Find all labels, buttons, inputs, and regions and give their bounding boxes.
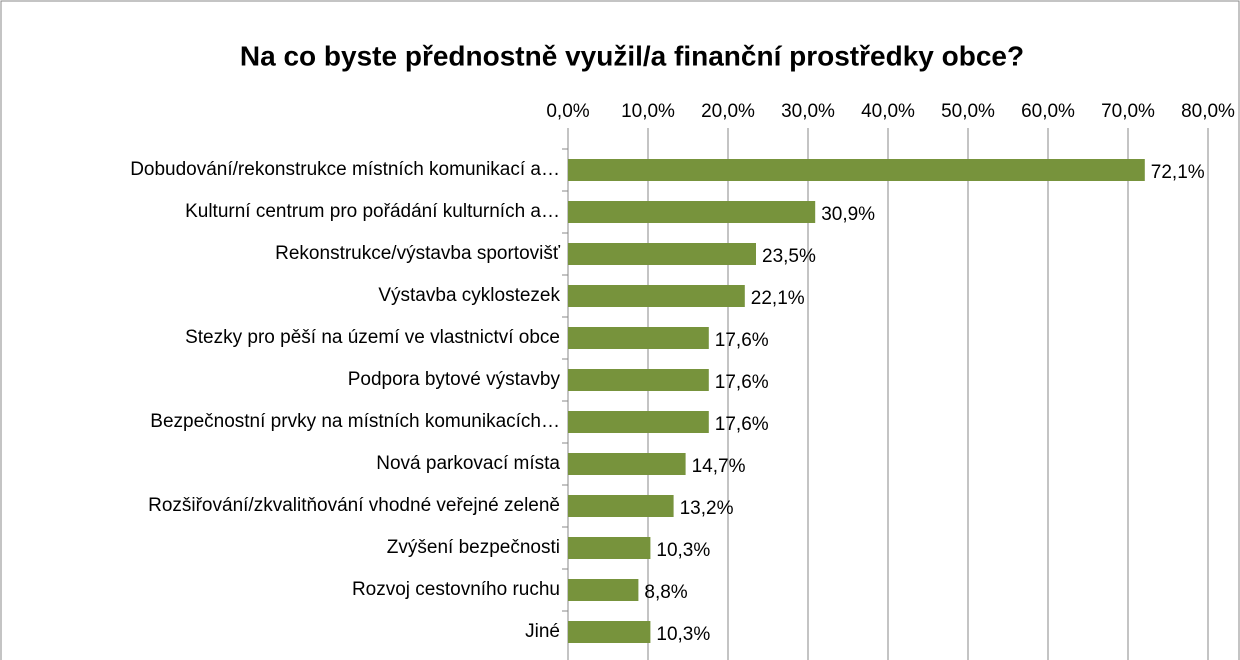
value-label: 17,6% <box>715 414 769 435</box>
y-tick-label: Rozšiřování/zkvalitňování vhodné veřejné… <box>148 495 560 516</box>
y-tick-label: Zvýšení bezpečnosti <box>387 537 560 558</box>
x-tick-label: 80,0% <box>1181 101 1235 122</box>
value-label: 17,6% <box>715 372 769 393</box>
bar <box>568 369 709 391</box>
y-tick-label: Bezpečnostní prvky na místních komunikac… <box>150 411 560 432</box>
value-label: 22,1% <box>751 288 805 309</box>
value-label: 23,5% <box>762 246 816 267</box>
y-tick-label: Dobudování/rekonstrukce místních komunik… <box>130 159 560 180</box>
bar <box>568 285 745 307</box>
y-tick-label: Rekonstrukce/výstavba sportovišť <box>275 243 561 264</box>
bar <box>568 201 816 223</box>
y-tick-label: Podpora bytové výstavby <box>348 369 561 390</box>
bar <box>568 537 651 559</box>
value-label: 30,9% <box>821 204 875 225</box>
bar <box>568 159 1145 181</box>
y-tick-label: Stezky pro pěší na území ve vlastnictví … <box>185 327 560 348</box>
bar <box>568 327 709 349</box>
x-tick-label: 30,0% <box>781 101 835 122</box>
y-tick-label: Kulturní centrum pro pořádání kulturních… <box>185 201 560 222</box>
value-label: 10,3% <box>656 624 710 645</box>
value-label: 17,6% <box>715 330 769 351</box>
bar <box>568 411 709 433</box>
chart-title: Na co byste přednostně využil/a finanční… <box>240 40 1024 71</box>
x-tick-label: 40,0% <box>861 101 915 122</box>
x-tick-label: 20,0% <box>701 101 755 122</box>
value-label: 10,3% <box>656 540 710 561</box>
bar <box>568 579 639 601</box>
value-label: 8,8% <box>644 582 687 603</box>
bar <box>568 621 651 643</box>
bar <box>568 495 674 517</box>
x-tick-label: 70,0% <box>1101 101 1155 122</box>
y-tick-label: Výstavba cyklostezek <box>378 285 560 306</box>
x-tick-label: 10,0% <box>621 101 675 122</box>
y-tick-label: Rozvoj cestovního ruchu <box>352 579 560 600</box>
x-tick-label: 0,0% <box>546 101 589 122</box>
bar <box>568 243 756 265</box>
bar <box>568 453 686 475</box>
value-label: 13,2% <box>680 498 734 519</box>
x-tick-label: 60,0% <box>1021 101 1075 122</box>
y-tick-label: Jiné <box>525 621 560 642</box>
x-tick-label: 50,0% <box>941 101 995 122</box>
y-tick-label: Nová parkovací místa <box>376 453 560 474</box>
value-label: 14,7% <box>692 456 746 477</box>
value-label: 72,1% <box>1151 162 1205 183</box>
